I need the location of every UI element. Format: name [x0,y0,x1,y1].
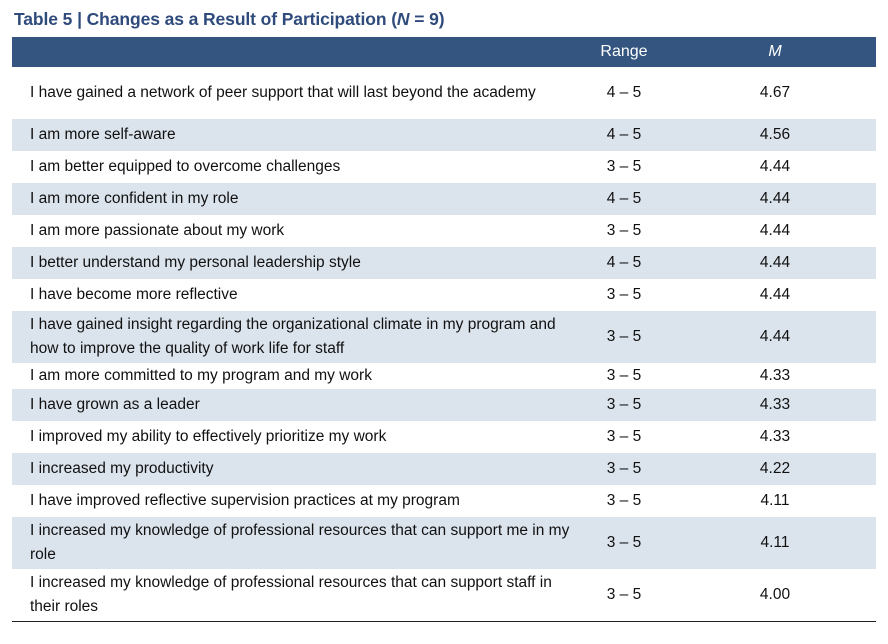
row-mean: 4.44 [759,190,791,207]
results-table: Range M I have gained a network of peer … [12,37,876,622]
table-row: I have improved reflective supervision p… [12,485,876,517]
row-range: 3 – 5 [606,222,642,239]
table-row: I increased my knowledge of professional… [12,569,876,622]
caption-prefix: Table 5 | Changes as a Result of Partici… [14,9,397,29]
header-range: Range [600,43,648,60]
row-mean: 4.67 [759,84,791,101]
row-mean: 4.44 [759,222,791,239]
row-mean: 4.11 [760,492,790,509]
row-mean: 4.44 [759,286,791,303]
row-range: 3 – 5 [606,328,642,345]
row-statement: I am more confident in my role [30,190,239,207]
row-range: 3 – 5 [606,460,642,477]
table-row: I am better equipped to overcome challen… [12,151,876,183]
row-range: 3 – 5 [606,158,642,175]
row-statement: I am better equipped to overcome challen… [30,158,341,175]
row-statement: I am more committed to my program and my… [30,367,372,384]
table-caption: Table 5 | Changes as a Result of Partici… [14,9,445,30]
row-range: 4 – 5 [606,190,642,207]
row-range: 3 – 5 [606,534,642,551]
row-mean: 4.33 [759,396,791,413]
row-statement: I increased my productivity [30,460,214,477]
row-mean: 4.44 [759,254,791,271]
row-statement: I increased my knowledge of professional… [12,569,574,622]
row-range: 3 – 5 [574,569,674,622]
table-row: I have gained insight regarding the orga… [12,311,876,363]
table-row: I have become more reflective 3 – 5 4.44 [12,279,876,311]
caption-suffix: = 9) [409,9,445,29]
table-row: I have grown as a leader 3 – 5 4.33 [12,389,876,421]
row-mean: 4.22 [759,460,791,477]
row-statement: I improved my ability to effectively pri… [30,428,387,445]
row-statement: I have grown as a leader [30,396,200,413]
row-statement: I better understand my personal leadersh… [30,254,361,271]
table-header-row: Range M [12,37,876,67]
row-range: 3 – 5 [606,396,642,413]
header-mean: M [768,43,782,60]
row-mean: 4.56 [759,126,791,143]
header-statement [12,37,574,67]
row-mean: 4.44 [759,328,791,345]
table-body: I have gained a network of peer support … [12,67,876,622]
row-statement: I increased my knowledge of professional… [30,522,570,563]
row-range: 4 – 5 [606,254,642,271]
caption-n: N [396,9,410,29]
table-row: I better understand my personal leadersh… [12,247,876,279]
row-range: 3 – 5 [606,286,642,303]
row-statement: I have gained insight regarding the orga… [30,316,556,357]
row-statement: I have gained a network of peer support … [30,84,536,101]
table-row: I am more confident in my role 4 – 5 4.44 [12,183,876,215]
row-range: 3 – 5 [606,367,642,384]
row-statement: I have improved reflective supervision p… [30,492,460,509]
table-row: I increased my productivity 3 – 5 4.22 [12,453,876,485]
row-range: 4 – 5 [606,84,642,101]
row-range: 3 – 5 [606,428,642,445]
table-row: I have gained a network of peer support … [12,67,876,119]
row-statement: I am more self-aware [30,126,176,143]
row-mean: 4.33 [759,367,791,384]
row-mean: 4.11 [760,534,790,551]
table-row: I improved my ability to effectively pri… [12,421,876,453]
row-mean: 4.33 [759,428,791,445]
row-statement: I have become more reflective [30,286,238,303]
row-statement: I am more passionate about my work [30,222,285,239]
table-row: I am more self-aware 4 – 5 4.56 [12,119,876,151]
row-mean: 4.00 [674,569,876,622]
row-range: 4 – 5 [606,126,642,143]
table-row: I am more committed to my program and my… [12,363,876,389]
table-row: I am more passionate about my work 3 – 5 4… [12,215,876,247]
table-row: I increased my knowledge of professional… [12,517,876,569]
row-range: 3 – 5 [606,492,642,509]
row-mean: 4.44 [759,158,791,175]
